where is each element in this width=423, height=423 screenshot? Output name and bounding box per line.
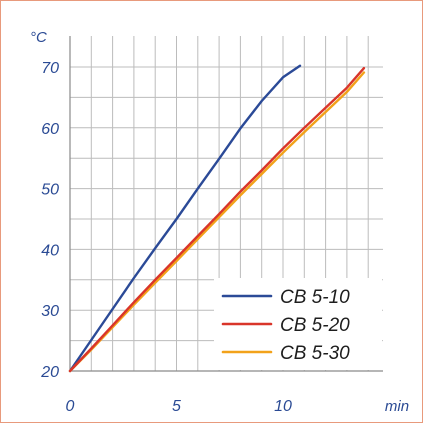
series-layer (68, 64, 366, 373)
legend: CB 5-10 CB 5-20 CB 5-30 (214, 278, 382, 370)
y-axis-unit: °C (30, 29, 47, 46)
y-tick-label: 20 (40, 364, 59, 381)
y-tick-label: 70 (41, 60, 59, 77)
y-tick-label: 50 (41, 182, 59, 199)
x-axis-unit: min (385, 398, 409, 415)
axes (69, 36, 383, 372)
legend-label: CB 5-10 (280, 287, 350, 308)
series-line-cb-5-20 (68, 66, 366, 373)
x-tick-label: 0 (66, 398, 75, 415)
x-tick-label: 10 (274, 398, 292, 415)
series-line-cb-5-30 (68, 71, 366, 373)
x-tick-label: 5 (172, 398, 181, 415)
series-line-cb-5-10 (68, 64, 302, 373)
tick-labels: 20 30 40 50 60 70 °C 0 5 10 min (30, 29, 409, 415)
y-tick-label: 60 (41, 121, 59, 138)
y-tick-label: 30 (41, 303, 59, 320)
y-tick-label: 40 (41, 242, 59, 259)
legend-label: CB 5-30 (280, 343, 350, 364)
legend-label: CB 5-20 (280, 315, 350, 336)
